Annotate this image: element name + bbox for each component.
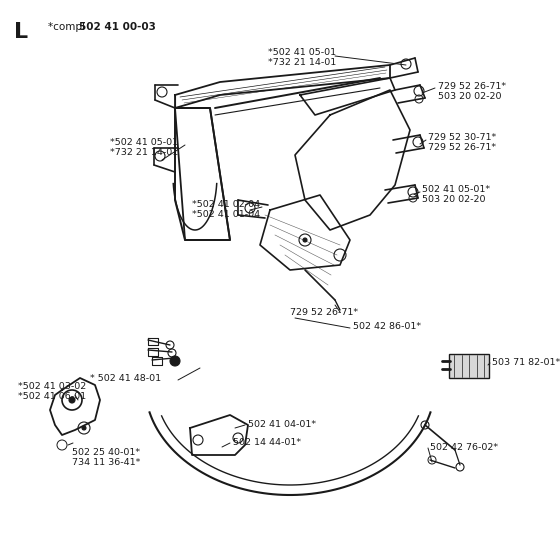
Text: 502 14 44-01*: 502 14 44-01* xyxy=(233,438,301,447)
Text: 729 52 26-71*: 729 52 26-71* xyxy=(290,308,358,317)
Text: 503 20 02-20: 503 20 02-20 xyxy=(438,92,502,101)
Text: 729 52 26-71*: 729 52 26-71* xyxy=(438,82,506,91)
Text: *compl: *compl xyxy=(48,22,88,32)
Text: *502 41 01-04: *502 41 01-04 xyxy=(192,210,260,219)
Text: *502 41 05-01: *502 41 05-01 xyxy=(110,138,178,147)
Circle shape xyxy=(303,238,307,242)
Circle shape xyxy=(170,356,180,366)
Text: 729 52 30-71*: 729 52 30-71* xyxy=(428,133,496,142)
FancyBboxPatch shape xyxy=(449,354,489,378)
Text: 502 42 76-02*: 502 42 76-02* xyxy=(430,443,498,452)
Text: *732 21 14-01: *732 21 14-01 xyxy=(110,148,178,157)
Text: 502 41 05-01*: 502 41 05-01* xyxy=(422,185,490,194)
Text: *732 21 14-01: *732 21 14-01 xyxy=(268,58,336,67)
Text: L: L xyxy=(14,22,28,42)
Text: 503 20 02-20: 503 20 02-20 xyxy=(422,195,486,204)
Text: 503 71 82-01*: 503 71 82-01* xyxy=(492,358,560,367)
Text: 729 52 26-71*: 729 52 26-71* xyxy=(428,143,496,152)
Text: 502 42 86-01*: 502 42 86-01* xyxy=(353,322,421,331)
Circle shape xyxy=(82,426,86,430)
Text: *502 41 05-01: *502 41 05-01 xyxy=(268,48,336,57)
Circle shape xyxy=(69,397,75,403)
Text: 502 41 00-03: 502 41 00-03 xyxy=(79,22,156,32)
Text: 502 41 04-01*: 502 41 04-01* xyxy=(248,420,316,429)
Text: *502 41 02-04: *502 41 02-04 xyxy=(192,200,260,209)
Text: *502 41 06-01: *502 41 06-01 xyxy=(18,392,86,401)
Text: * 502 41 48-01: * 502 41 48-01 xyxy=(90,374,161,383)
Text: *502 41 03-02: *502 41 03-02 xyxy=(18,382,86,391)
Text: 502 25 40-01*: 502 25 40-01* xyxy=(72,448,140,457)
Text: 734 11 36-41*: 734 11 36-41* xyxy=(72,458,141,467)
